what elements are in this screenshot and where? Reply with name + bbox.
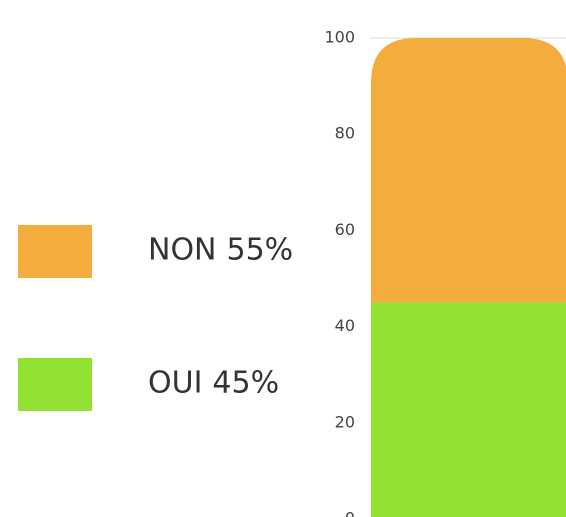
legend-swatch bbox=[18, 225, 92, 278]
y-tick-label: 100 bbox=[324, 28, 355, 47]
bar-segment bbox=[371, 302, 566, 517]
y-tick-label: 0 bbox=[345, 509, 355, 517]
bar-segment bbox=[371, 38, 566, 303]
y-tick-label: 60 bbox=[335, 220, 355, 239]
y-tick-label: 40 bbox=[335, 316, 355, 335]
legend-label: OUI bbox=[148, 366, 202, 401]
legend-value: 45% bbox=[212, 366, 279, 401]
legend-swatch bbox=[18, 358, 92, 411]
legend-label: NON bbox=[148, 233, 217, 268]
y-tick-label: 80 bbox=[335, 124, 355, 143]
y-tick-label: 20 bbox=[335, 412, 355, 431]
legend-value: 55% bbox=[227, 233, 294, 268]
